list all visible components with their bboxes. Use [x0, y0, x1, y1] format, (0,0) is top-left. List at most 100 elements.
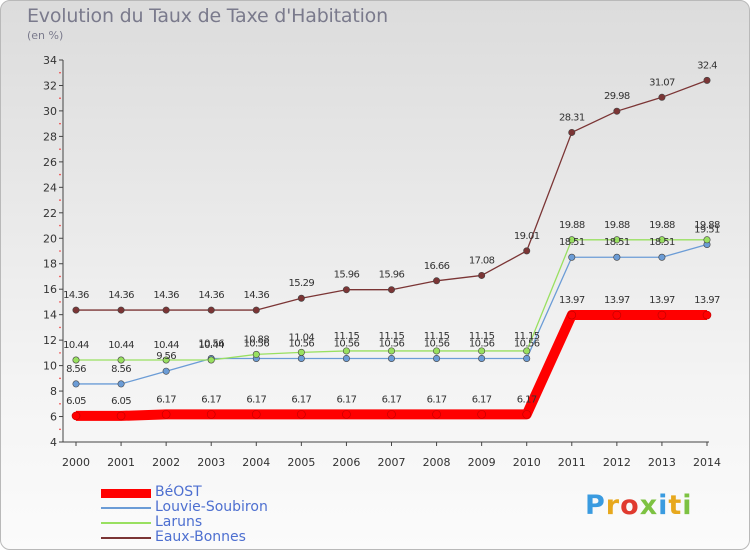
legend-swatch	[101, 522, 151, 524]
x-tick-label: 2000	[62, 456, 90, 469]
x-tick-label: 2008	[423, 456, 451, 469]
series-point-2	[433, 347, 441, 355]
data-label: 10.56	[198, 338, 224, 349]
series-point-2	[252, 350, 260, 358]
series-point-0	[612, 310, 622, 320]
series-point-2	[117, 356, 125, 364]
series-point-1	[387, 354, 395, 362]
series-point-1	[658, 253, 666, 261]
data-label: 18.51	[649, 237, 675, 248]
y-minor-dot	[59, 301, 61, 303]
series-point-3	[433, 277, 441, 285]
data-label: 13.97	[559, 295, 585, 306]
chart-title: Evolution du Taux de Taxe d'Habitation	[27, 5, 388, 27]
data-label: 28.31	[559, 112, 585, 123]
series-point-2	[162, 356, 170, 364]
series-point-0	[522, 410, 532, 419]
data-label: 9.56	[156, 351, 176, 362]
series-point-2	[703, 236, 711, 244]
y-minor-dot	[59, 122, 61, 125]
series-point-3	[207, 306, 215, 314]
data-label: 6.17	[427, 394, 447, 405]
series-point-0	[342, 410, 351, 419]
data-label: 11.04	[289, 332, 315, 343]
logo-letter: P	[585, 490, 606, 521]
data-label: 17.08	[469, 255, 495, 266]
x-tick-label: 2003	[197, 456, 225, 469]
series-point-1	[523, 354, 531, 362]
data-label: 11.15	[424, 331, 450, 342]
y-minor-dot	[59, 71, 61, 74]
data-label: 19.51	[694, 225, 720, 236]
x-tick-label: 2009	[468, 456, 496, 469]
series-point-3	[297, 294, 305, 302]
data-label: 19.88	[604, 220, 630, 231]
data-label: 11.15	[469, 331, 495, 342]
y-tick-label: 18	[43, 258, 57, 271]
x-tick-label: 2005	[287, 456, 315, 469]
series-point-3	[613, 107, 621, 115]
logo-letter: o	[620, 490, 640, 521]
series-point-3	[523, 247, 531, 255]
series-point-3	[703, 76, 711, 84]
series-point-3	[252, 306, 260, 314]
legend-label: Louvie-Soubiron	[155, 499, 268, 515]
y-tick-label: 12	[43, 334, 57, 347]
series-point-1	[478, 354, 486, 362]
series-point-1	[613, 253, 621, 261]
logo-letter: t	[668, 490, 683, 521]
data-label: 10.88	[243, 334, 269, 345]
series-point-2	[342, 347, 350, 355]
series-point-2	[613, 236, 621, 244]
series-point-2	[207, 356, 215, 364]
series-point-0	[161, 410, 171, 419]
series-point-2	[523, 347, 531, 355]
legend-label: BéOST	[155, 484, 202, 500]
y-minor-dot	[59, 377, 61, 380]
data-label: 6.17	[472, 394, 492, 405]
logo-letter: r	[605, 490, 621, 521]
y-tick-label: 4	[50, 436, 57, 449]
series-point-0	[657, 310, 667, 320]
series-point-1	[162, 367, 170, 375]
x-tick-label: 2010	[513, 456, 541, 469]
data-label: 11.15	[379, 331, 405, 342]
y-minor-dot	[59, 352, 61, 354]
data-label: 19.88	[694, 220, 720, 231]
series-point-2	[297, 348, 305, 356]
data-label: 11.15	[514, 331, 540, 342]
series-point-0	[432, 410, 441, 419]
y-tick-label: 28	[43, 130, 57, 143]
data-label: 10.56	[243, 338, 269, 349]
data-label: 10.44	[198, 340, 224, 351]
data-label: 10.44	[108, 340, 134, 351]
y-minor-dot	[59, 224, 61, 227]
series-point-0	[567, 310, 577, 320]
x-tick-label: 2012	[603, 456, 631, 469]
data-label: 14.36	[108, 290, 134, 301]
y-tick-label: 10	[43, 360, 57, 373]
y-minor-dot	[59, 148, 61, 150]
data-label: 19.88	[559, 220, 585, 231]
y-minor-dot	[59, 428, 61, 431]
series-point-3	[658, 93, 666, 101]
series-point-2	[387, 347, 395, 355]
series-point-0	[251, 410, 261, 419]
legend-swatch	[101, 537, 151, 539]
series-point-3	[117, 306, 125, 314]
y-tick-label: 30	[43, 105, 57, 118]
y-tick-label: 20	[43, 232, 57, 245]
y-minor-dot	[59, 199, 61, 201]
series-point-1	[342, 354, 350, 362]
unit-label: (en %)	[27, 29, 64, 42]
data-label: 6.17	[382, 394, 402, 405]
y-minor-dot	[59, 275, 61, 278]
series-point-0	[477, 410, 486, 419]
series-point-2	[658, 236, 666, 244]
x-tick-label: 2007	[378, 456, 406, 469]
data-label: 6.17	[201, 394, 221, 405]
data-label: 14.36	[63, 290, 89, 301]
y-tick-label: 24	[43, 181, 57, 194]
